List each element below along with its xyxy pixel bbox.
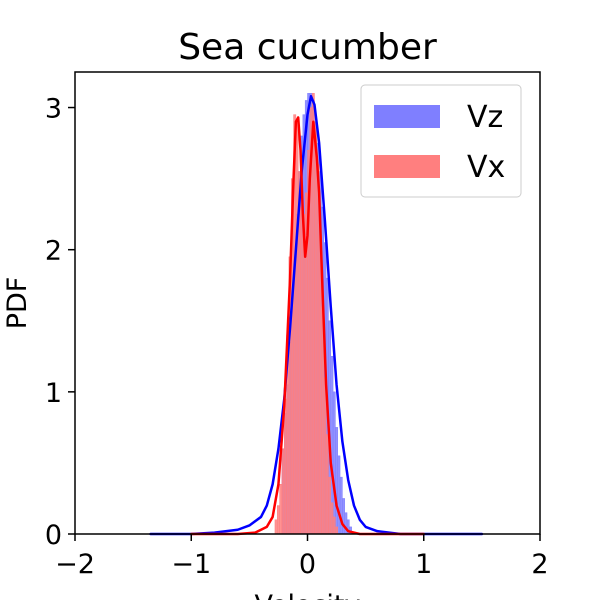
hist-bar-vx [335, 526, 338, 535]
hist-bar-vx [274, 519, 278, 535]
x-axis: −2 −1 0 1 2 [55, 534, 549, 580]
hist-bar-vx [314, 121, 318, 535]
legend-label-vx: Vx [467, 150, 505, 185]
hist-bar-vx [281, 448, 285, 535]
legend: Vz Vx [360, 84, 522, 198]
x-tick-label: 2 [531, 549, 548, 580]
y-axis: 0 1 2 3 [45, 94, 75, 551]
hist-bar-vx [311, 93, 315, 535]
x-tick-label: 1 [415, 549, 432, 580]
hist-bar-vx [323, 377, 327, 535]
hist-bar-vx [279, 483, 283, 535]
hist-bar-vx [284, 398, 287, 535]
x-tick-label: −2 [55, 549, 95, 580]
legend-swatch-vx [374, 155, 440, 178]
hist-bar-vx [330, 502, 334, 535]
y-tick-label: 3 [45, 94, 62, 125]
y-axis-label: PDF [2, 277, 33, 330]
chart-title: Sea cucumber [178, 27, 437, 68]
hist-bar-vx [332, 516, 336, 535]
x-tick-label: −1 [171, 549, 211, 580]
hist-bar-vz [337, 455, 341, 535]
legend-swatch-vz [374, 105, 440, 128]
hist-bar-vz [342, 498, 345, 535]
hist-bar-vx [325, 434, 329, 535]
hist-bar-vx [316, 164, 320, 535]
hist-bar-vz [335, 427, 338, 535]
hist-bar-vx [328, 476, 331, 535]
hist-bar-vz [332, 391, 336, 535]
hist-bar-vx [300, 206, 304, 535]
hist-bar-vx [277, 505, 280, 535]
y-tick-label: 1 [45, 378, 62, 409]
x-axis-label: Velocity [255, 590, 361, 600]
y-tick-label: 0 [45, 520, 62, 551]
kde-line-vz [149, 94, 484, 536]
hist-bar-vx [295, 121, 299, 535]
kde-line-vx [190, 116, 425, 536]
plot-area [149, 93, 484, 536]
x-tick-label: 0 [299, 549, 316, 580]
hist-bar-vx [302, 213, 306, 535]
legend-label-vz: Vz [467, 100, 503, 135]
y-tick-label: 2 [45, 236, 62, 267]
